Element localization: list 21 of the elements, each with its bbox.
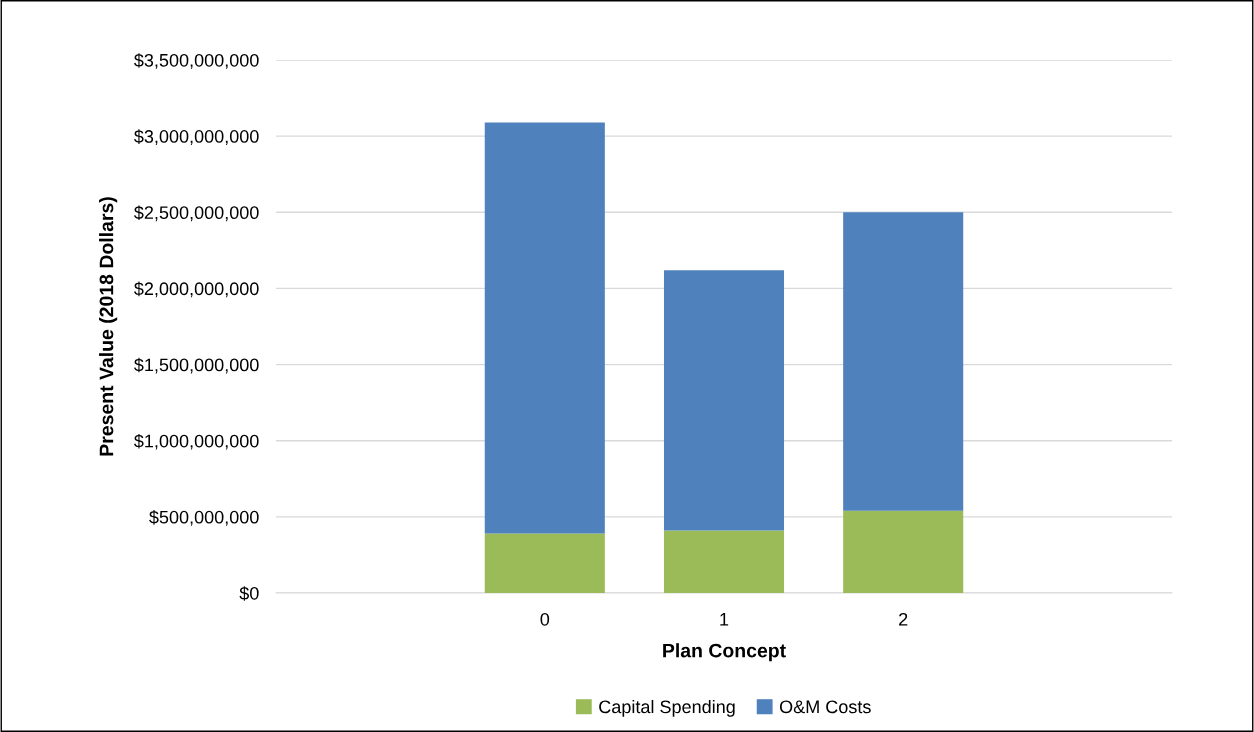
y-tick-label: $2,000,000,000 [134, 281, 259, 298]
y-tick-label: $3,000,000,000 [134, 129, 259, 145]
bar [663, 530, 785, 593]
y-tick-label: $1,000,000,000 [134, 433, 259, 450]
y-tick-label: $1,500,000,000 [134, 357, 259, 374]
x-tick-label: 1 [720, 613, 729, 626]
bar [843, 212, 964, 511]
y-tick-label: $2,500,000,000 [134, 205, 259, 222]
y-tick-label: $500,000,000 [149, 510, 259, 526]
y-tick-label: $0 [239, 586, 259, 601]
x-axis-title: Plan Concept [663, 643, 786, 662]
x-tick-label: 0 [540, 612, 550, 626]
bar [843, 510, 964, 593]
legend-label: O&M Costs [779, 700, 871, 714]
x-tick-label: 2 [899, 612, 908, 626]
bar [484, 122, 605, 534]
y-tick-label: $3,500,000,000 [134, 53, 259, 69]
y-axis-title: Present Value (2018 Dollars) [99, 197, 118, 456]
bar [663, 270, 785, 531]
bar [484, 533, 605, 593]
legend-label: Capital Spending [599, 699, 735, 717]
